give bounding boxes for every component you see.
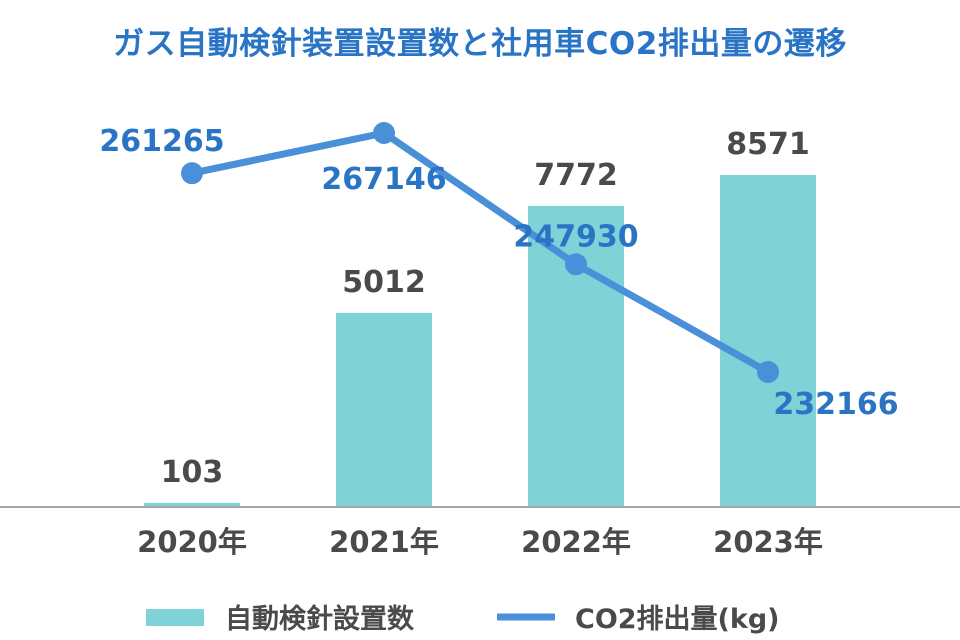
legend-bar-swatch: [146, 609, 204, 626]
bar-3: [720, 175, 816, 507]
legend-line-label: CO2排出量(kg): [575, 604, 780, 635]
co2-value-label-2: 247930: [513, 219, 638, 254]
bar-value-label-1: 5012: [342, 265, 426, 300]
co2-point-3: [757, 361, 779, 383]
bar-series: 103 5012 7772 8571: [144, 127, 816, 508]
x-tick-labels: 2020年 2021年 2022年 2023年: [137, 525, 823, 559]
bar-0: [144, 503, 240, 507]
x-tick-label-2: 2022年: [521, 525, 631, 559]
co2-point-0: [181, 162, 203, 185]
bar-value-label-3: 8571: [726, 127, 810, 162]
co2-line: [188, 129, 772, 376]
co2-point-1: [373, 122, 395, 144]
x-tick-label-0: 2020年: [137, 525, 247, 559]
co2-value-label-0: 261265: [99, 124, 224, 159]
legend: 自動検針設置数 CO2排出量(kg): [146, 603, 780, 635]
x-tick-label-1: 2021年: [329, 525, 439, 559]
bar-1: [336, 312, 432, 507]
legend-bar-label: 自動検針設置数: [225, 603, 415, 635]
co2-point-2: [565, 253, 587, 276]
bar-value-label-0: 103: [161, 455, 224, 490]
chart-title: ガス自動検針装置設置数と社用車CO2排出量の遷移: [113, 26, 847, 62]
co2-value-label-1: 267146: [321, 162, 446, 197]
bar-value-label-2: 7772: [534, 158, 618, 193]
line-series: 261265 267146 247930 232166: [99, 122, 899, 422]
co2-value-label-3: 232166: [773, 387, 898, 422]
x-tick-label-3: 2023年: [713, 525, 823, 559]
